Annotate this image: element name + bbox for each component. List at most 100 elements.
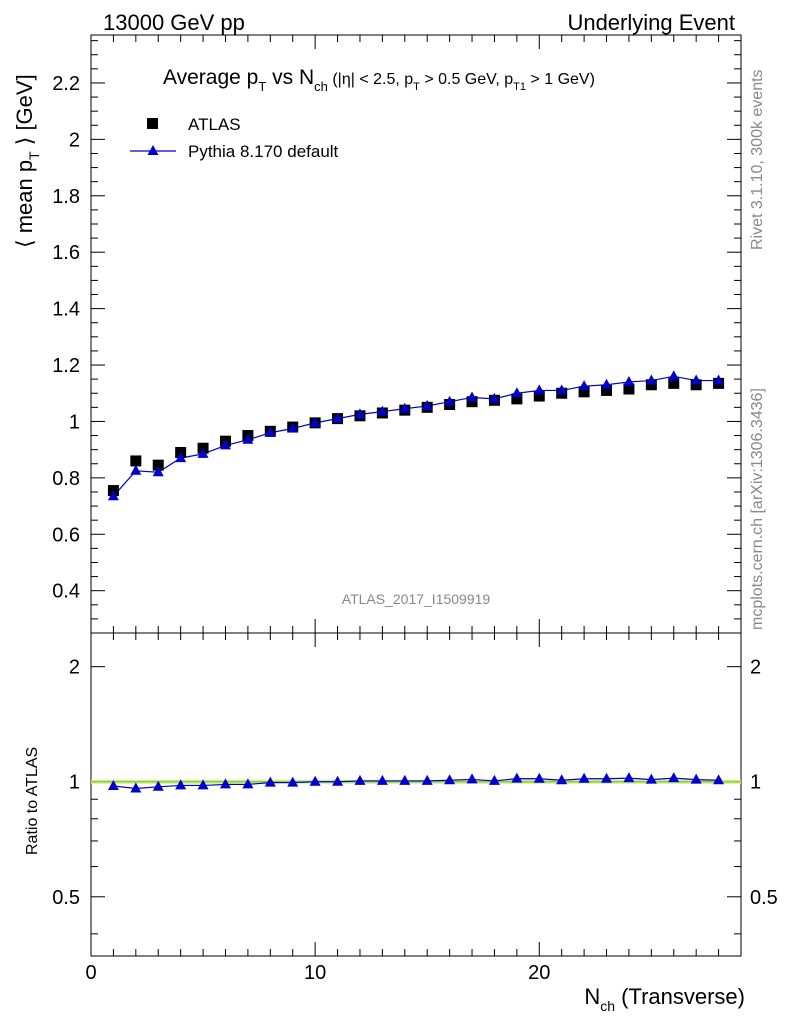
pythia-point [175, 452, 187, 463]
ratio-y-tick-label-left: 2 [69, 657, 80, 679]
ratio-pythia-point [713, 774, 725, 785]
ratio-pythia-point [376, 774, 388, 785]
pythia-point [488, 392, 500, 403]
pythia-point [556, 384, 568, 395]
atlas-point [690, 379, 702, 391]
ratio-y-tick-label-right: 1 [750, 772, 761, 794]
pythia-point [332, 412, 344, 423]
y-tick-label: 1.4 [52, 299, 80, 321]
ratio-pythia-point [623, 772, 635, 783]
ratio-pythia-point [645, 773, 657, 784]
pythia-point [533, 384, 545, 395]
atlas-point [623, 383, 635, 395]
ratio-pythia-point [533, 772, 545, 783]
ratio-pythia-line [113, 777, 719, 790]
pythia-point [376, 405, 388, 416]
analysis-watermark: ATLAS_2017_I1509919 [342, 591, 491, 607]
rivet-label: Rivet 3.1.10, 300k events [749, 69, 766, 250]
pythia-point [713, 374, 725, 385]
y-tick-label: 1.6 [52, 242, 80, 264]
ratio-pythia-point [421, 774, 433, 785]
ratio-pythia-point [242, 778, 254, 789]
pythia-point [264, 426, 276, 437]
pythia-point [152, 466, 164, 477]
main-axis-ticks [90, 35, 742, 634]
atlas-point [152, 459, 164, 471]
ratio-y-tick-label-right: 0.5 [750, 887, 778, 909]
ratio-pythia-point [264, 776, 276, 787]
pythia-point [668, 370, 680, 381]
pythia-point [623, 375, 635, 386]
legend-atlas-label: ATLAS [188, 115, 241, 134]
ratio-pythia-point [332, 775, 344, 786]
x-tick-label: 10 [304, 962, 326, 984]
main-ytick-labels: 0.4 0.6 0.8 1 1.2 1.4 1.6 1.8 2 2.2 [52, 73, 80, 603]
ratio-pythia-point [466, 773, 478, 784]
pythia-point [107, 490, 119, 501]
ratio-pythia-point [197, 779, 209, 790]
pythia-point [466, 391, 478, 402]
y-tick-label: 1 [69, 411, 80, 433]
ratio-pythia-point [488, 774, 500, 785]
header-left: 13000 GeV pp [103, 10, 245, 35]
ratio-axis-ticks [90, 633, 742, 956]
atlas-point [511, 393, 523, 405]
legend-atlas-marker [147, 118, 158, 129]
main-y-axis-label: ⟨ mean pT ⟩ [GeV] [12, 74, 42, 248]
ratio-pythia-point [399, 774, 411, 785]
pythia-point [287, 422, 299, 433]
pythia-point [645, 374, 657, 385]
chart-title: Average pT vs Nch (|η| < 2.5, pT > 0.5 G… [163, 66, 595, 94]
ratio-y-axis-label: Ratio to ATLAS [24, 747, 41, 855]
pythia-point [421, 399, 433, 410]
y-tick-label: 0.6 [52, 524, 80, 546]
pythia-point [219, 439, 231, 450]
ratio-pythia-point [578, 772, 590, 783]
pythia-line [112, 375, 719, 497]
ratio-ytick-labels: 0.5 0.5 1 1 2 2 [52, 657, 778, 909]
y-tick-label: 2.2 [52, 73, 80, 95]
ratio-pythia-point [130, 782, 142, 793]
x-tick-label: 20 [528, 962, 550, 984]
mcplots-label: mcplots.cern.ch [arXiv:1306.3436] [749, 388, 766, 630]
ratio-pythia-point [601, 772, 613, 783]
y-tick-label: 1.2 [52, 355, 80, 377]
pythia-point [444, 395, 456, 406]
legend: ATLAS Pythia 8.170 default [130, 115, 339, 161]
ratio-pythia-point [107, 779, 119, 790]
atlas-point [668, 377, 680, 389]
ratio-y-tick-label-left: 1 [69, 772, 80, 794]
pythia-point [399, 402, 411, 413]
atlas-point [466, 396, 478, 408]
atlas-point [130, 455, 142, 467]
atlas-point [533, 390, 545, 402]
y-tick-label: 0.4 [52, 581, 80, 603]
x-axis-label: Nch (Transverse) [584, 984, 745, 1014]
x-tick-label: 0 [85, 962, 96, 984]
ratio-pythia-point [354, 774, 366, 785]
pythia-point [197, 447, 209, 458]
ratio-y-tick-label-right: 2 [750, 657, 761, 679]
ratio-pythia-point [668, 772, 680, 783]
pythia-point [130, 464, 142, 475]
ratio-pythia-point [556, 774, 568, 785]
ratio-pythia-point [175, 779, 187, 790]
pythia-point [601, 378, 613, 389]
pythia-point [511, 387, 523, 398]
pythia-point [690, 374, 702, 385]
ratio-pythia-point [219, 778, 231, 789]
xtick-labels: 0 10 20 [85, 962, 550, 984]
pythia-point [309, 416, 321, 427]
atlas-point [645, 379, 657, 391]
main-data-layer [107, 370, 725, 501]
ratio-pythia-point [152, 780, 164, 791]
ratio-pythia-point [287, 776, 299, 787]
ratio-y-tick-label-left: 0.5 [52, 887, 80, 909]
y-tick-label: 2 [69, 129, 80, 151]
pythia-point [242, 433, 254, 444]
legend-pythia-label: Pythia 8.170 default [188, 142, 339, 161]
pythia-point [354, 408, 366, 419]
ratio-pythia-point [444, 774, 456, 785]
header-right: Underlying Event [567, 10, 735, 35]
